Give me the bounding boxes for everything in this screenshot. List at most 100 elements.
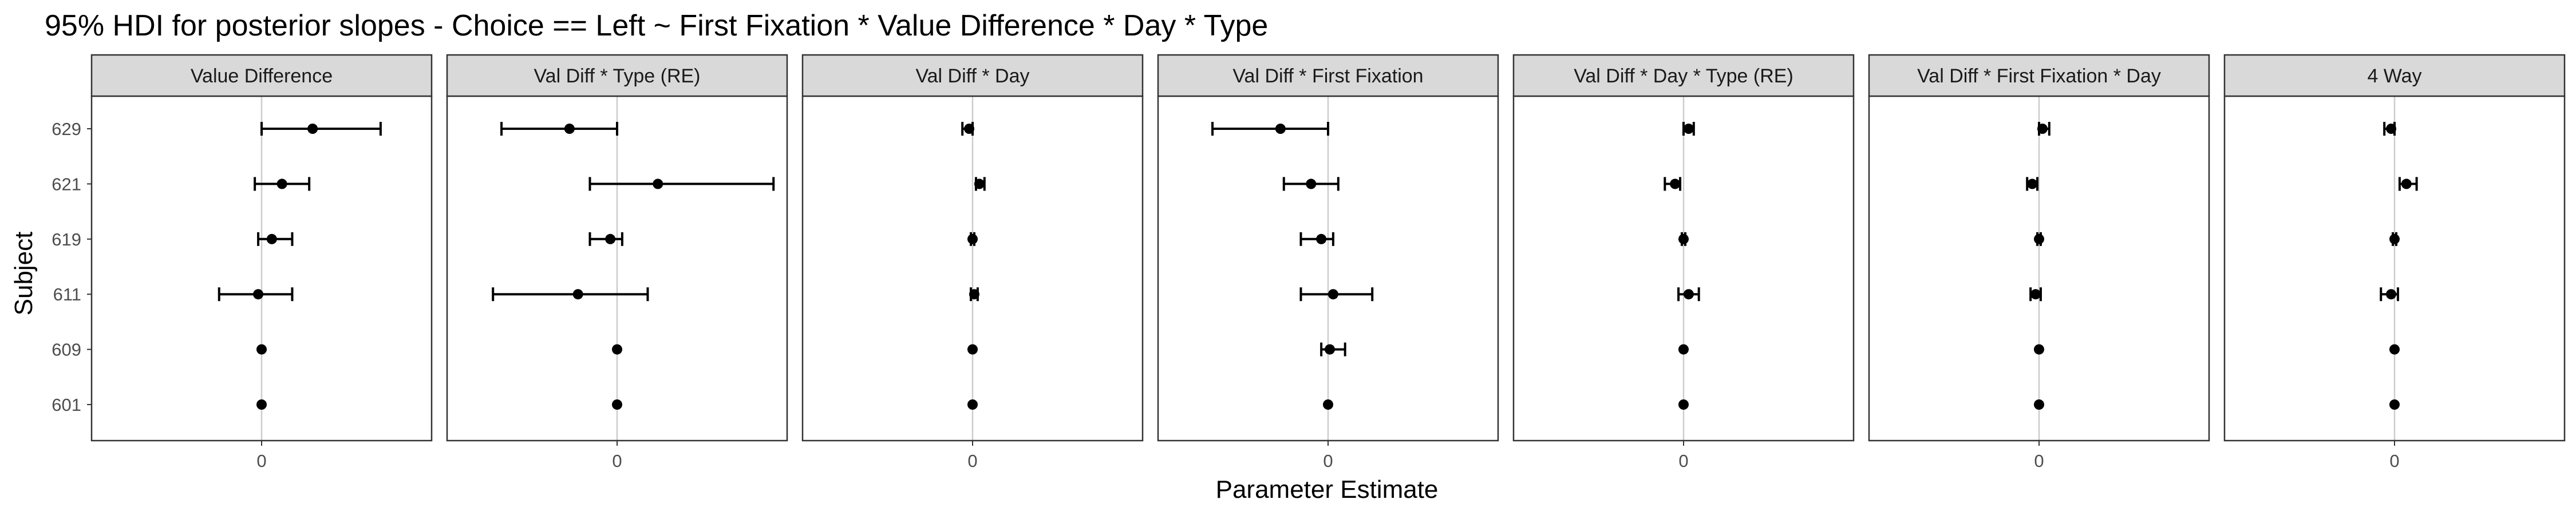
facet-panel: Val Diff * Day * Type (RE) 0 <box>1512 54 1855 471</box>
point-estimate <box>612 344 622 355</box>
y-tick-label: 621 <box>52 174 81 194</box>
subject-611-estimate <box>969 287 979 302</box>
chart-title: 95% HDI for posterior slopes - Choice ==… <box>45 9 1268 42</box>
subject-629-estimate <box>260 122 382 136</box>
facet-strip <box>446 54 788 97</box>
facet-strip <box>1157 54 1499 97</box>
subject-609-estimate <box>612 344 622 355</box>
facet-panel: Value Difference 0 <box>90 54 433 471</box>
point-estimate <box>307 124 318 134</box>
point-estimate <box>2389 233 2400 244</box>
point-estimate <box>2034 233 2044 244</box>
point-estimate <box>256 344 267 355</box>
subject-601-estimate <box>1678 399 1689 410</box>
facet-strip-label: Val Diff * First Fixation * Day <box>1917 65 2161 87</box>
subject-601-estimate <box>612 399 622 410</box>
subject-611-estimate <box>218 287 294 302</box>
subject-611-estimate <box>2380 287 2399 302</box>
subject-601-estimate <box>2389 399 2400 410</box>
facet-strip-label: Val Diff * Day <box>915 65 1029 87</box>
point-estimate <box>1316 233 1327 244</box>
subject-611-estimate <box>1677 287 1700 302</box>
point-estimate <box>572 289 583 300</box>
facet-strip <box>90 54 433 97</box>
point-estimate <box>1683 289 1694 300</box>
subject-629-estimate <box>2037 122 2050 136</box>
subject-621-estimate <box>1664 177 1682 191</box>
subject-601-estimate <box>1323 399 1333 410</box>
facet-strip-label: Val Diff * Type (RE) <box>534 65 701 87</box>
subject-601-estimate <box>256 399 267 410</box>
point-estimate <box>1678 399 1689 410</box>
x-tick-label: 0 <box>612 451 622 471</box>
facet-strip <box>801 54 1144 97</box>
x-tick-label: 0 <box>967 451 977 471</box>
point-estimate <box>253 289 264 300</box>
point-estimate <box>2037 124 2048 134</box>
facet-panel: Val Diff * First Fixation 0 <box>1157 54 1499 471</box>
point-estimate <box>1306 179 1317 189</box>
y-tick-label: 609 <box>52 340 81 360</box>
x-tick-label: 0 <box>256 451 266 471</box>
point-estimate <box>2389 399 2400 410</box>
facet-strip <box>1512 54 1855 97</box>
point-estimate <box>1327 289 1338 300</box>
point-estimate <box>605 233 616 244</box>
subject-621-estimate <box>1282 177 1340 191</box>
point-estimate <box>967 344 978 355</box>
subject-629-estimate <box>1211 122 1329 136</box>
subject-611-estimate <box>2029 287 2042 302</box>
subject-619-estimate <box>2034 232 2044 246</box>
point-estimate <box>564 124 575 134</box>
point-estimate <box>2034 399 2044 410</box>
facet-strip-label: Val Diff * First Fixation <box>1232 65 1423 87</box>
subject-611-estimate <box>492 287 649 302</box>
subject-609-estimate <box>256 344 267 355</box>
point-estimate <box>969 289 979 300</box>
point-estimate <box>612 399 622 410</box>
x-tick-label: 0 <box>2389 451 2399 471</box>
subject-609-estimate <box>967 344 978 355</box>
point-estimate <box>2389 344 2400 355</box>
y-tick-label: 611 <box>53 284 81 304</box>
facet-panel: Val Diff * First Fixation * Day 0 <box>1868 54 2210 471</box>
subject-619-estimate <box>1678 232 1689 246</box>
point-estimate <box>256 399 267 410</box>
subject-609-estimate <box>1678 344 1689 355</box>
subject-601-estimate <box>2034 399 2044 410</box>
subject-621-estimate <box>588 177 775 191</box>
point-estimate <box>1275 124 1286 134</box>
x-axis-label: Parameter Estimate <box>1216 476 1439 504</box>
subject-619-estimate <box>967 232 978 246</box>
point-estimate <box>964 124 975 134</box>
facet-panel: Val Diff * Type (RE) 0 <box>446 54 788 471</box>
subject-609-estimate <box>2034 344 2044 355</box>
point-estimate <box>967 233 978 244</box>
facet-strip <box>1868 54 2210 97</box>
facet-strip-label: Val Diff * Day * Type (RE) <box>1574 65 1793 87</box>
y-tick-label: 629 <box>52 119 81 139</box>
point-estimate <box>967 399 978 410</box>
subject-629-estimate <box>961 122 975 136</box>
subject-619-estimate <box>257 232 294 246</box>
facet-panel: 4 Way 0 <box>2223 54 2566 471</box>
subject-621-estimate <box>254 177 311 191</box>
point-estimate <box>1670 179 1681 189</box>
subject-621-estimate <box>2398 177 2418 191</box>
y-axis-label: Subject <box>10 232 38 316</box>
point-estimate <box>2386 124 2397 134</box>
point-estimate <box>974 179 985 189</box>
point-estimate <box>1683 124 1694 134</box>
point-estimate <box>2034 344 2044 355</box>
point-estimate <box>276 179 287 189</box>
subject-619-estimate <box>1299 232 1334 246</box>
subject-629-estimate <box>500 122 618 136</box>
point-estimate <box>1324 344 1335 355</box>
subject-629-estimate <box>1682 122 1695 136</box>
y-tick-label: 601 <box>52 395 81 415</box>
subject-601-estimate <box>967 399 978 410</box>
point-estimate <box>266 233 277 244</box>
facet-strip-label: Value Difference <box>191 65 333 87</box>
